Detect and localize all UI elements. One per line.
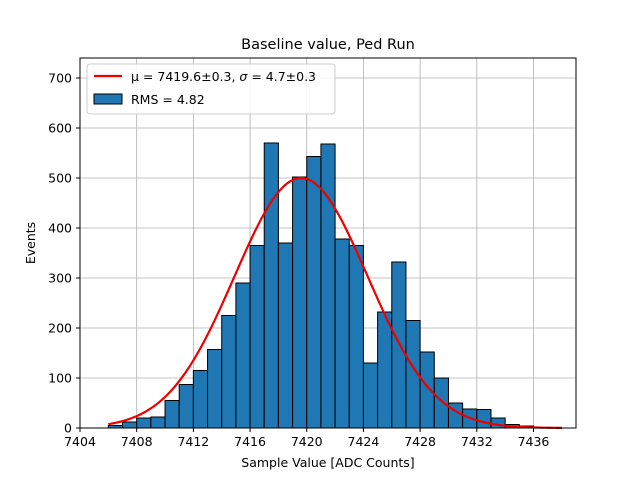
gaussian-fit-curve bbox=[108, 176, 562, 429]
y-tick-label: 400 bbox=[48, 221, 72, 236]
histogram-bar bbox=[419, 351, 435, 429]
legend-hist-label: RMS = 4.82 bbox=[131, 92, 205, 107]
histogram-bar bbox=[192, 370, 209, 429]
histogram-bar bbox=[221, 315, 237, 429]
axes-frame bbox=[79, 57, 577, 429]
histogram-bar bbox=[136, 417, 152, 429]
x-tick-label: 7408 bbox=[121, 434, 153, 449]
y-tick-label: 200 bbox=[48, 321, 72, 336]
histogram-bar bbox=[292, 176, 308, 429]
histogram-bar bbox=[178, 384, 194, 429]
histogram-bar bbox=[277, 242, 294, 429]
chart-title: Baseline value, Ped Run bbox=[241, 37, 415, 53]
histogram-bar bbox=[433, 377, 449, 429]
histogram-bar bbox=[306, 156, 322, 429]
legend-hist-swatch bbox=[93, 93, 123, 105]
y-tick-label: 300 bbox=[48, 271, 72, 286]
histogram-bar bbox=[320, 143, 336, 429]
x-tick-label: 7416 bbox=[234, 434, 266, 449]
histogram-bar bbox=[249, 245, 265, 429]
x-tick-label: 7432 bbox=[461, 434, 493, 449]
histogram-bar bbox=[150, 416, 166, 429]
histogram-bars bbox=[107, 142, 534, 429]
histogram-bar bbox=[122, 421, 138, 429]
y-tick-label: 100 bbox=[48, 371, 72, 386]
y-axis-label: Events bbox=[23, 222, 38, 264]
histogram-bar bbox=[377, 311, 393, 429]
x-tick-label: 7404 bbox=[64, 434, 96, 449]
y-tick-label: 0 bbox=[64, 421, 72, 436]
histogram-bar bbox=[476, 409, 492, 429]
histogram-bar bbox=[164, 400, 180, 429]
histogram-bar bbox=[235, 282, 251, 429]
legend: μ = 7419.6±0.3, σ = 4.7±0.3 RMS = 4.82 bbox=[86, 63, 336, 115]
y-tick-label: 600 bbox=[48, 121, 72, 136]
legend-box bbox=[86, 63, 336, 115]
x-tick-label: 7412 bbox=[177, 434, 209, 449]
x-tick-label: 7424 bbox=[348, 434, 380, 449]
x-axis-ticks: 7404 7408 7412 7416 7420 7424 7428 7432 7436 bbox=[64, 428, 549, 449]
histogram-bar bbox=[348, 245, 364, 429]
y-axis-ticks: 0 100 200 300 400 500 600 700 bbox=[48, 71, 80, 436]
x-tick-label: 7420 bbox=[291, 434, 323, 449]
histogram-bar bbox=[362, 362, 379, 429]
x-tick-label: 7428 bbox=[404, 434, 436, 449]
y-tick-label: 700 bbox=[48, 71, 72, 86]
x-axis-label: Sample Value [ADC Counts] bbox=[241, 455, 414, 470]
legend-fit-label: μ = 7419.6±0.3, σ = 4.7±0.3 bbox=[131, 69, 316, 84]
x-tick-label: 7436 bbox=[518, 434, 550, 449]
histogram-bar bbox=[263, 142, 279, 429]
histogram-bar bbox=[334, 238, 350, 429]
y-tick-label: 500 bbox=[48, 171, 72, 186]
histogram-bar bbox=[207, 349, 223, 429]
